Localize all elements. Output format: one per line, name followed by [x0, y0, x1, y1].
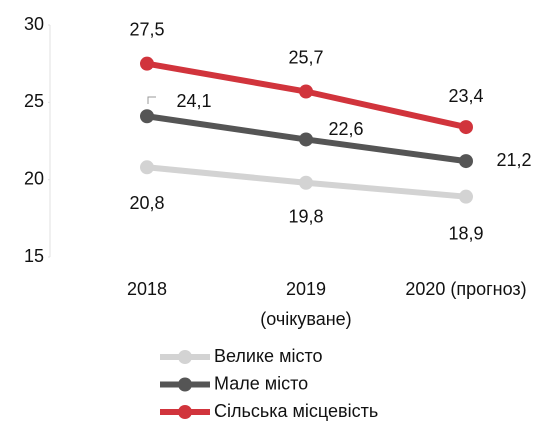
- data-label: 21,2: [496, 150, 531, 170]
- point: [140, 56, 154, 71]
- data-label: 19,8: [288, 207, 323, 227]
- data-label: 20,8: [129, 193, 164, 213]
- legend-marker: [178, 377, 192, 392]
- data-label: 25,7: [288, 47, 323, 67]
- legend-marker: [178, 405, 192, 419]
- y-tick-label: 30: [24, 14, 44, 34]
- y-tick-label: 15: [24, 246, 44, 266]
- point: [459, 154, 473, 169]
- point: [140, 109, 154, 124]
- legend-label: Мале місто: [214, 373, 308, 393]
- point: [299, 84, 313, 99]
- data-label: 23,4: [448, 86, 483, 106]
- legend-label: Сільська місцевість: [214, 401, 378, 421]
- x-tick-label: 2020 (прогноз): [405, 279, 526, 299]
- data-label: 18,9: [448, 223, 483, 243]
- data-label: 24,1: [176, 91, 211, 111]
- legend-marker: [178, 350, 192, 364]
- point: [299, 132, 313, 147]
- point: [459, 120, 473, 135]
- point: [299, 175, 313, 190]
- point: [140, 160, 154, 175]
- data-label: 22,6: [328, 119, 363, 139]
- point: [459, 189, 473, 204]
- legend-label: Велике місто: [214, 346, 323, 366]
- x-tick-label: 2018: [127, 279, 167, 299]
- y-tick-label: 20: [24, 168, 44, 188]
- x-tick-label: 2019 (очікуване): [260, 279, 351, 329]
- leader-line: [147, 96, 156, 104]
- data-label: 27,5: [129, 19, 164, 39]
- y-tick-label: 25: [24, 91, 44, 111]
